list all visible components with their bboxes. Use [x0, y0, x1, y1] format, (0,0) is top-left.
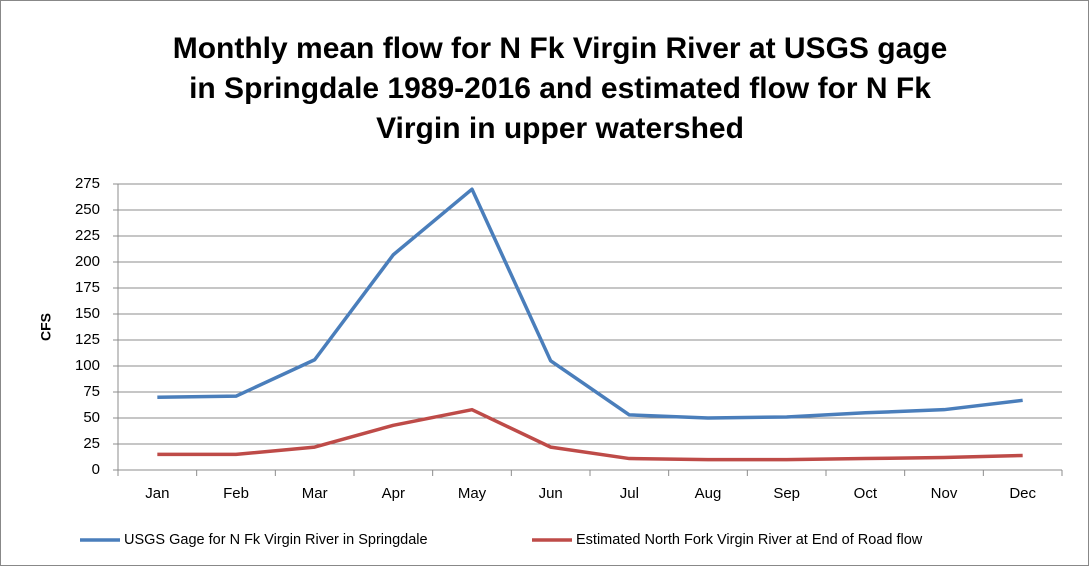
y-tick-label: 100 — [75, 357, 100, 374]
x-tick-label: Aug — [695, 485, 722, 502]
y-axis-label: CFS — [38, 313, 54, 341]
y-tick-label: 150 — [75, 305, 100, 322]
y-tick-label: 75 — [83, 383, 100, 400]
y-tick-label: 25 — [83, 435, 100, 452]
chart-title: in Springdale 1989-2016 and estimated fl… — [189, 72, 931, 105]
series-line — [157, 187, 1023, 420]
x-tick-label: Nov — [931, 485, 958, 502]
x-tick-label: Jun — [539, 485, 563, 502]
x-tick-label: Jul — [620, 485, 639, 502]
y-tick-label: 125 — [75, 331, 100, 348]
y-tick-label: 225 — [75, 227, 100, 244]
y-tick-label: 275 — [75, 175, 100, 192]
x-tick-label: May — [458, 485, 487, 502]
y-tick-label: 0 — [92, 461, 100, 478]
chart-title: Virgin in upper watershed — [376, 112, 744, 145]
x-tick-label: Jan — [145, 485, 169, 502]
series-line — [157, 407, 1023, 462]
y-tick-label: 200 — [75, 253, 100, 270]
y-tick-label: 250 — [75, 201, 100, 218]
x-tick-label: Sep — [773, 485, 800, 502]
x-tick-label: Dec — [1009, 485, 1036, 502]
y-tick-label: 50 — [83, 409, 100, 426]
x-tick-label: Feb — [223, 485, 249, 502]
x-tick-label: Apr — [382, 485, 405, 502]
legend-label: USGS Gage for N Fk Virgin River in Sprin… — [124, 532, 428, 548]
chart-title: Monthly mean flow for N Fk Virgin River … — [173, 32, 948, 65]
legend-label: Estimated North Fork Virgin River at End… — [576, 532, 923, 548]
x-tick-label: Mar — [302, 485, 328, 502]
x-tick-label: Oct — [854, 485, 878, 502]
y-tick-label: 175 — [75, 279, 100, 296]
